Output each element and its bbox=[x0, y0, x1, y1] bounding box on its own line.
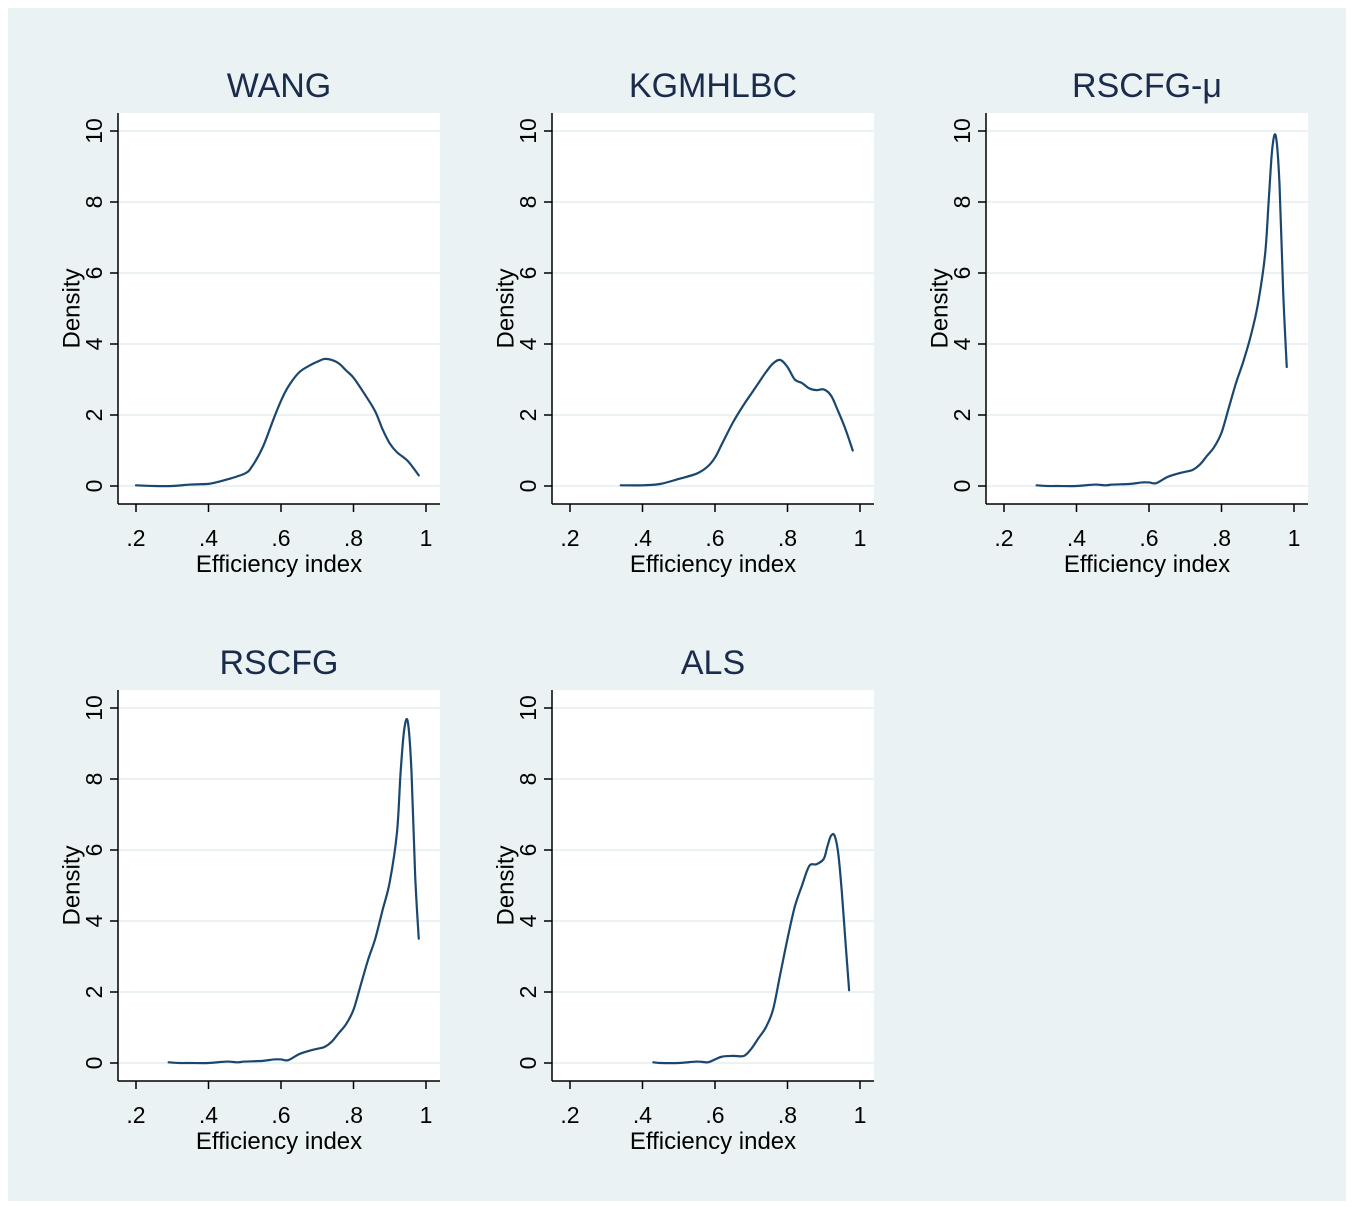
x-tick-label: 1 bbox=[854, 525, 867, 551]
y-tick-label: 8 bbox=[515, 196, 541, 209]
x-tick-label: .8 bbox=[778, 525, 797, 551]
y-tick-label: 8 bbox=[515, 773, 541, 786]
panel-title: RSCFG-μ bbox=[1072, 67, 1222, 105]
panel-title: WANG bbox=[227, 67, 332, 105]
x-tick-label: .6 bbox=[1139, 525, 1158, 551]
x-tick-label: .2 bbox=[126, 1102, 145, 1128]
y-tick-label: 6 bbox=[949, 267, 975, 280]
y-tick-label: 2 bbox=[81, 986, 107, 999]
plot-region-2 bbox=[552, 113, 874, 504]
y-tick-label: 4 bbox=[81, 337, 107, 350]
y-tick-label: 2 bbox=[515, 409, 541, 422]
y-axis-label: Density bbox=[58, 845, 85, 925]
y-tick-label: 8 bbox=[949, 196, 975, 209]
x-tick-label: .8 bbox=[778, 1102, 797, 1128]
density-curve bbox=[134, 357, 420, 488]
panel-title: RSCFG bbox=[220, 644, 339, 682]
plot-region-5 bbox=[552, 690, 874, 1081]
x-tick-label: 1 bbox=[1288, 525, 1301, 551]
y-tick-label: 2 bbox=[515, 986, 541, 999]
y-tick-label: 6 bbox=[515, 267, 541, 280]
y-tick-label: 4 bbox=[949, 337, 975, 350]
x-tick-label: .2 bbox=[560, 525, 579, 551]
x-tick-label: .6 bbox=[705, 1102, 724, 1128]
x-tick-label: .8 bbox=[344, 1102, 363, 1128]
y-tick-label: 10 bbox=[515, 695, 541, 721]
x-tick-label: .2 bbox=[994, 525, 1013, 551]
x-tick-label: 1 bbox=[854, 1102, 867, 1128]
x-tick-label: .4 bbox=[1067, 525, 1086, 551]
x-tick-label: .2 bbox=[126, 525, 145, 551]
x-tick-label: .8 bbox=[1212, 525, 1231, 551]
y-tick-label: 6 bbox=[81, 844, 107, 857]
y-tick-label: 10 bbox=[949, 118, 975, 144]
x-tick-label: .4 bbox=[199, 525, 218, 551]
y-tick-label: 8 bbox=[81, 773, 107, 786]
density-curve bbox=[167, 718, 420, 1065]
x-axis-label: Efficiency index bbox=[630, 1128, 796, 1155]
y-axis-label: Density bbox=[492, 845, 519, 925]
y-tick-label: 6 bbox=[515, 844, 541, 857]
x-axis-label: Efficiency index bbox=[196, 551, 362, 578]
density-curve bbox=[1035, 133, 1288, 488]
x-tick-label: .6 bbox=[271, 1102, 290, 1128]
y-tick-label: 10 bbox=[515, 118, 541, 144]
density-curve bbox=[652, 832, 851, 1065]
y-tick-label: 10 bbox=[81, 118, 107, 144]
x-tick-label: .4 bbox=[633, 525, 652, 551]
y-tick-label: 8 bbox=[81, 196, 107, 209]
x-tick-label: .8 bbox=[344, 525, 363, 551]
panel-title: ALS bbox=[681, 644, 745, 682]
plot-region-3 bbox=[986, 113, 1308, 504]
y-tick-label: 0 bbox=[515, 480, 541, 493]
y-tick-label: 4 bbox=[515, 914, 541, 927]
x-tick-label: 1 bbox=[420, 525, 433, 551]
y-axis-label: Density bbox=[492, 268, 519, 348]
density-curve bbox=[619, 358, 854, 487]
y-tick-label: 4 bbox=[81, 914, 107, 927]
y-tick-label: 0 bbox=[81, 1057, 107, 1070]
plot-region-4 bbox=[118, 690, 440, 1081]
x-axis-label: Efficiency index bbox=[630, 551, 796, 578]
y-tick-label: 2 bbox=[81, 409, 107, 422]
x-axis-label: Efficiency index bbox=[196, 1128, 362, 1155]
x-axis-label: Efficiency index bbox=[1064, 551, 1230, 578]
x-tick-label: .4 bbox=[199, 1102, 218, 1128]
x-tick-label: 1 bbox=[420, 1102, 433, 1128]
y-tick-label: 4 bbox=[515, 337, 541, 350]
x-tick-label: .6 bbox=[271, 525, 290, 551]
x-tick-label: .4 bbox=[633, 1102, 652, 1128]
y-tick-label: 0 bbox=[81, 480, 107, 493]
x-tick-label: .6 bbox=[705, 525, 724, 551]
panel-title: KGMHLBC bbox=[629, 67, 797, 105]
y-tick-label: 0 bbox=[515, 1057, 541, 1070]
y-tick-label: 2 bbox=[949, 409, 975, 422]
y-tick-label: 6 bbox=[81, 267, 107, 280]
y-tick-label: 0 bbox=[949, 480, 975, 493]
y-axis-label: Density bbox=[58, 268, 85, 348]
y-axis-label: Density bbox=[926, 268, 953, 348]
x-tick-label: .2 bbox=[560, 1102, 579, 1128]
y-tick-label: 10 bbox=[81, 695, 107, 721]
